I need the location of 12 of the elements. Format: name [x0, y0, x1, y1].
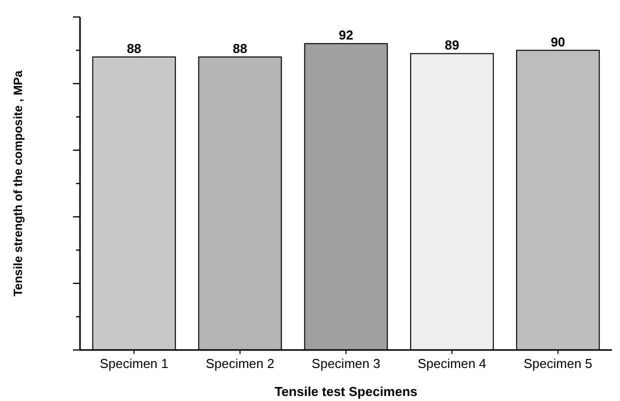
x-tick-label: Specimen 1: [100, 356, 168, 371]
x-tick-label: Specimen 2: [206, 356, 274, 371]
y-axis-title: Tensile strength of the composite , MPa: [11, 70, 25, 296]
x-tick-label: Specimen 3: [312, 356, 380, 371]
x-tick-label: Specimen 4: [418, 356, 486, 371]
data-label: 88: [232, 40, 248, 56]
data-label: 89: [444, 38, 460, 53]
data-label: 88: [126, 40, 142, 56]
data-label: 92: [338, 28, 354, 43]
data-label: 90: [550, 34, 566, 50]
x-axis-title: Tensile test Specimens: [274, 384, 418, 399]
x-tick-label: Specimen 5: [524, 356, 592, 371]
